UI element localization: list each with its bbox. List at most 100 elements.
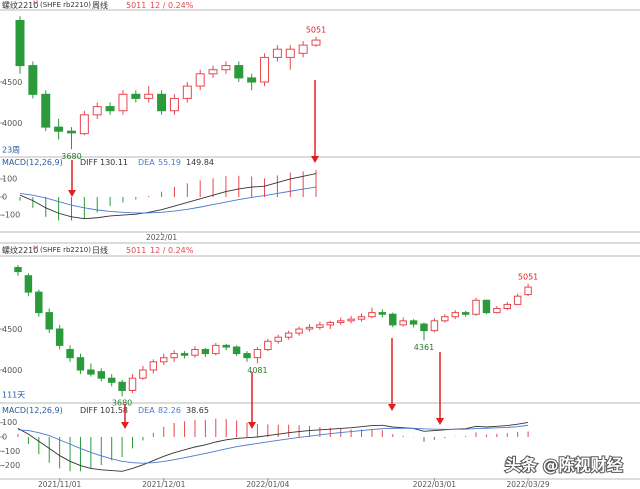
low-label: 4081 <box>247 366 267 375</box>
macd-dea-label: DEA <box>138 406 155 415</box>
macd-dea: 82.26 <box>158 406 181 415</box>
candle-body <box>472 299 480 315</box>
y-tick-label: 0 <box>2 433 7 442</box>
y-tick-label: 4000 <box>2 366 22 375</box>
candle-body <box>180 353 189 356</box>
low-label: 3680 <box>112 399 132 408</box>
candle-body <box>191 348 199 356</box>
candle-body <box>79 114 89 135</box>
candle-body <box>76 357 85 371</box>
header-change: 12 / 0.24% <box>150 1 194 10</box>
candle-body <box>247 77 257 83</box>
macd-line <box>17 424 529 464</box>
candle-body <box>461 312 470 315</box>
candle-body <box>92 106 102 116</box>
y-tick-label: 4000 <box>2 119 22 128</box>
candle-body <box>45 312 53 330</box>
candle-body <box>482 299 491 314</box>
arrow-head <box>436 418 444 425</box>
header-period: 日线 <box>92 245 108 255</box>
candle-body <box>451 312 459 318</box>
candle-body <box>513 295 522 305</box>
candle-body <box>399 320 407 326</box>
candle-body <box>311 39 321 46</box>
candle-body <box>253 348 262 359</box>
y-tick-label: -100 <box>2 211 20 220</box>
header-name: 螺纹2210 <box>2 0 38 10</box>
candle-body <box>54 126 64 132</box>
y-tick-label: 100 <box>2 174 17 183</box>
candle-body <box>234 65 244 79</box>
candle-body <box>144 93 154 99</box>
header-code: (SHFE rb2210) <box>40 1 91 9</box>
candle-body <box>368 312 376 318</box>
candle-body <box>272 48 282 58</box>
macd-diff: 130.11 <box>100 158 128 167</box>
candle-body <box>170 353 178 359</box>
low-label: 3680 <box>61 152 81 161</box>
candle-body <box>285 48 295 58</box>
x-tick-label: 2022/01/04 <box>246 480 289 489</box>
macd-title: MACD(12,26,9) <box>2 406 63 415</box>
candle-body <box>139 369 147 379</box>
header-name: 螺纹2210 <box>2 245 38 255</box>
bar-count: 111天 <box>2 391 25 400</box>
high-label: 5051 <box>518 272 538 281</box>
candle-body <box>409 320 418 325</box>
macd-dea-label: DEA <box>138 158 155 167</box>
candle-body <box>24 275 33 293</box>
x-tick-label: 2021/12/01 <box>142 480 185 489</box>
candle-body <box>201 348 210 355</box>
candle-body <box>336 320 345 323</box>
x-tick-label: 2022/03/29 <box>506 480 549 489</box>
arrows <box>68 80 444 429</box>
candle-body <box>430 320 439 332</box>
macd-title: MACD(12,26,9) <box>2 158 63 167</box>
macd-macd-value: 38.65 <box>186 406 209 415</box>
y-tick-label: -200 <box>2 461 20 470</box>
candle-body <box>298 44 308 54</box>
candle-body <box>41 93 51 128</box>
candle-body <box>128 377 137 391</box>
header-superscript: M <box>33 0 38 7</box>
macd-diff-label: DIFF <box>80 406 98 415</box>
header-code: (SHFE rb2210) <box>40 246 91 254</box>
header-period: 周线 <box>92 0 108 10</box>
arrow-head <box>68 190 76 197</box>
candle-body <box>274 336 282 342</box>
macd-line <box>19 173 317 220</box>
candle-body <box>264 340 272 350</box>
candle-body <box>524 286 532 296</box>
candle-body <box>149 361 158 371</box>
macd-header: MACD(12,26,9) DIFF 101.58 DEA 82.26 38.65 <box>2 406 209 415</box>
candle-body <box>195 73 205 87</box>
candle-body <box>157 93 167 112</box>
bar-count: 23周 <box>2 146 20 155</box>
candle-body <box>66 130 76 134</box>
arrow-head <box>311 156 319 163</box>
candle-body <box>357 316 366 320</box>
header-change: 12 / 0.24% <box>150 246 194 255</box>
candle-body <box>55 328 64 346</box>
macd-diff: 101.58 <box>100 406 128 415</box>
candle-body <box>493 308 501 314</box>
y-tick-label: 100 <box>2 418 17 427</box>
candle-body <box>160 357 168 363</box>
high-label: 5051 <box>306 25 326 34</box>
candle-body <box>66 348 74 359</box>
candle-body <box>35 291 43 314</box>
y-tick-label: 4500 <box>2 325 22 334</box>
candle-body <box>118 93 128 112</box>
macd-line <box>17 422 529 472</box>
macd-macd-value: 149.84 <box>186 158 214 167</box>
candle-body <box>378 312 387 315</box>
candle-body <box>169 97 179 112</box>
candle-body <box>222 344 230 348</box>
candle-body <box>15 19 25 67</box>
x-tick-label: 2022/03/01 <box>413 480 456 489</box>
header-last: 5011 <box>126 1 146 10</box>
y-tick-label: 4500 <box>2 78 22 87</box>
candle-body <box>441 316 449 322</box>
candle-body <box>182 85 192 99</box>
arrow-head <box>388 404 396 411</box>
